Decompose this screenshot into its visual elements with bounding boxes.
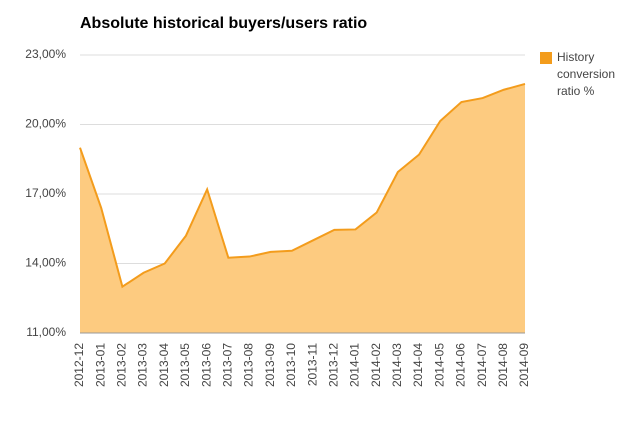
x-tick-label: 2014-01	[348, 343, 362, 387]
y-tick-label: 11,00%	[26, 325, 66, 339]
x-tick-label: 2014-07	[475, 343, 489, 387]
x-tick-label: 2014-05	[432, 343, 446, 387]
x-tick-label: 2014-06	[454, 343, 468, 387]
x-tick-label: 2014-03	[390, 343, 404, 387]
x-tick-label: 2013-09	[263, 343, 277, 387]
area-fill	[80, 83, 525, 333]
x-tick-label: 2013-07	[221, 343, 235, 387]
x-tick-label: 2014-09	[517, 343, 531, 387]
legend-swatch	[540, 52, 552, 64]
legend-label: History conversion ratio %	[557, 50, 616, 98]
y-tick-label: 20,00%	[25, 117, 66, 131]
x-tick-label: 2013-04	[157, 343, 171, 387]
x-tick-label: 2013-03	[136, 343, 150, 387]
y-tick-label: 23,00%	[25, 47, 66, 61]
y-tick-label: 14,00%	[25, 256, 66, 270]
x-tick-label: 2013-01	[93, 343, 107, 387]
x-tick-label: 2013-12	[326, 343, 340, 387]
x-tick-label: 2013-08	[242, 343, 256, 387]
x-tick-label: 2013-11	[305, 343, 319, 386]
x-tick-label: 2013-10	[284, 343, 298, 387]
x-tick-label: 2013-02	[115, 343, 129, 387]
area-line	[79, 82, 526, 289]
y-tick-label: 17,00%	[25, 186, 66, 200]
chart-title: Absolute historical buyers/users ratio	[80, 15, 367, 32]
x-tick-label: 2013-06	[199, 343, 213, 387]
x-tick-label: 2014-02	[369, 343, 383, 387]
x-tick-label: 2012-12	[72, 343, 86, 387]
x-tick-label: 2013-05	[178, 343, 192, 387]
x-tick-label: 2014-08	[496, 343, 510, 387]
x-tick-label: 2014-04	[411, 343, 425, 387]
